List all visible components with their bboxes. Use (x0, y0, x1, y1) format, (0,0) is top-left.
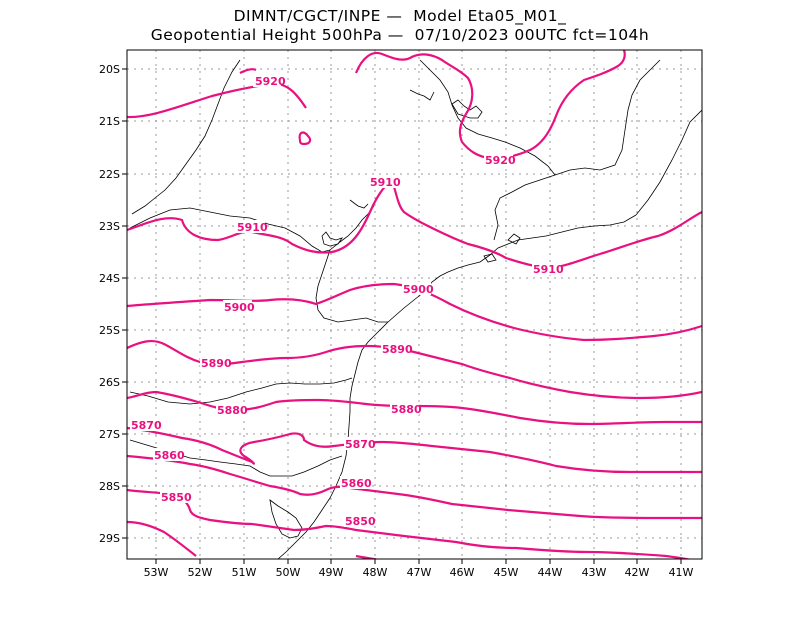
state-border-mg-rj (493, 59, 661, 241)
lon-label: 47W (407, 566, 432, 579)
contour-label-5850: 5850 (345, 515, 376, 528)
geopotential-contours (127, 50, 702, 559)
contour-5840-partial (127, 520, 197, 557)
lon-label: 45W (494, 566, 519, 579)
paranapanema-river (329, 205, 375, 251)
contour-5860 (127, 454, 702, 520)
contour-5880 (127, 390, 702, 426)
coastline-borders (129, 59, 702, 559)
graticule (127, 50, 702, 559)
contour-label-5860: 5860 (341, 477, 372, 490)
state-border-pr-sc (129, 377, 353, 405)
contour-label-5890: 5890 (201, 357, 232, 370)
lat-label: 29S (99, 532, 120, 545)
contour-5920-north2 (354, 50, 626, 160)
map-frame (126, 49, 703, 560)
contour-5920-west (127, 82, 307, 119)
lon-label: 50W (276, 566, 301, 579)
contour-label-5880: 5880 (217, 404, 248, 417)
contour-label-5850: 5850 (161, 491, 192, 504)
lagoon-patos (269, 499, 303, 539)
contour-5920-north (239, 68, 257, 74)
contour-label-5870: 5870 (131, 419, 162, 432)
coast-islands (483, 233, 521, 263)
contour-label-5890: 5890 (382, 343, 413, 356)
contour-label-5900: 5900 (403, 283, 434, 296)
contour-label-5910: 5910 (237, 221, 268, 234)
lon-label: 53W (144, 566, 169, 579)
furnas-lake (451, 99, 483, 119)
lon-label: 51W (232, 566, 257, 579)
contour-5870 (127, 426, 702, 474)
lat-label: 28S (99, 480, 120, 493)
river-minor-1 (409, 89, 435, 101)
lat-label: 20S (99, 63, 120, 76)
lat-label: 27S (99, 428, 120, 441)
river-minor-2 (349, 199, 369, 209)
lon-label: 43W (582, 566, 607, 579)
lat-label: 21S (99, 115, 120, 128)
contour-label-5920: 5920 (485, 154, 516, 167)
lon-label: 48W (363, 566, 388, 579)
contour-label-5900: 5900 (224, 301, 255, 314)
contour-label-5910: 5910 (370, 176, 401, 189)
coastline (277, 109, 702, 559)
lon-label: 42W (625, 566, 650, 579)
latitude-labels: 20S 21S 22S 23S 24S 25S 26S 27S 28S 29S (99, 63, 120, 545)
lat-label: 22S (99, 168, 120, 181)
map-title-line2: Geopotential Height 500hPa — 07/10/2023 … (150, 26, 650, 44)
itaipu-lake (321, 231, 343, 247)
state-border-mg-sp (419, 59, 556, 176)
lat-label: 23S (99, 220, 120, 233)
lon-label: 41W (669, 566, 694, 579)
state-border-pr-sp (315, 249, 388, 323)
contour-label-5860: 5860 (154, 449, 185, 462)
lon-label: 46W (450, 566, 475, 579)
rio-grande (129, 207, 331, 253)
lat-label: 25S (99, 324, 120, 337)
contour-5850 (127, 488, 693, 559)
contour-label-5920: 5920 (255, 75, 286, 88)
map-title-line1: DIMNT/CGCT/INPE — Model Eta05_M01_ (233, 7, 567, 25)
contour-label-5910: 5910 (533, 263, 564, 276)
longitude-labels: 53W 52W 51W 50W 49W 48W 47W 46W 45W 44W … (144, 566, 694, 579)
lat-label: 26S (99, 376, 120, 389)
lat-label: 24S (99, 272, 120, 285)
contour-label-group: 5920 5920 5910 5910 5910 5900 5900 5890 … (130, 74, 564, 528)
contour-label-5880: 5880 (391, 403, 422, 416)
lon-label: 49W (319, 566, 344, 579)
lon-label: 44W (538, 566, 563, 579)
contour-5920-blob (298, 131, 312, 146)
lon-label: 52W (188, 566, 213, 579)
axis-ticks (122, 68, 682, 564)
parana-river (131, 59, 241, 215)
contour-5910 (127, 178, 702, 270)
contour-label-5870: 5870 (345, 438, 376, 451)
